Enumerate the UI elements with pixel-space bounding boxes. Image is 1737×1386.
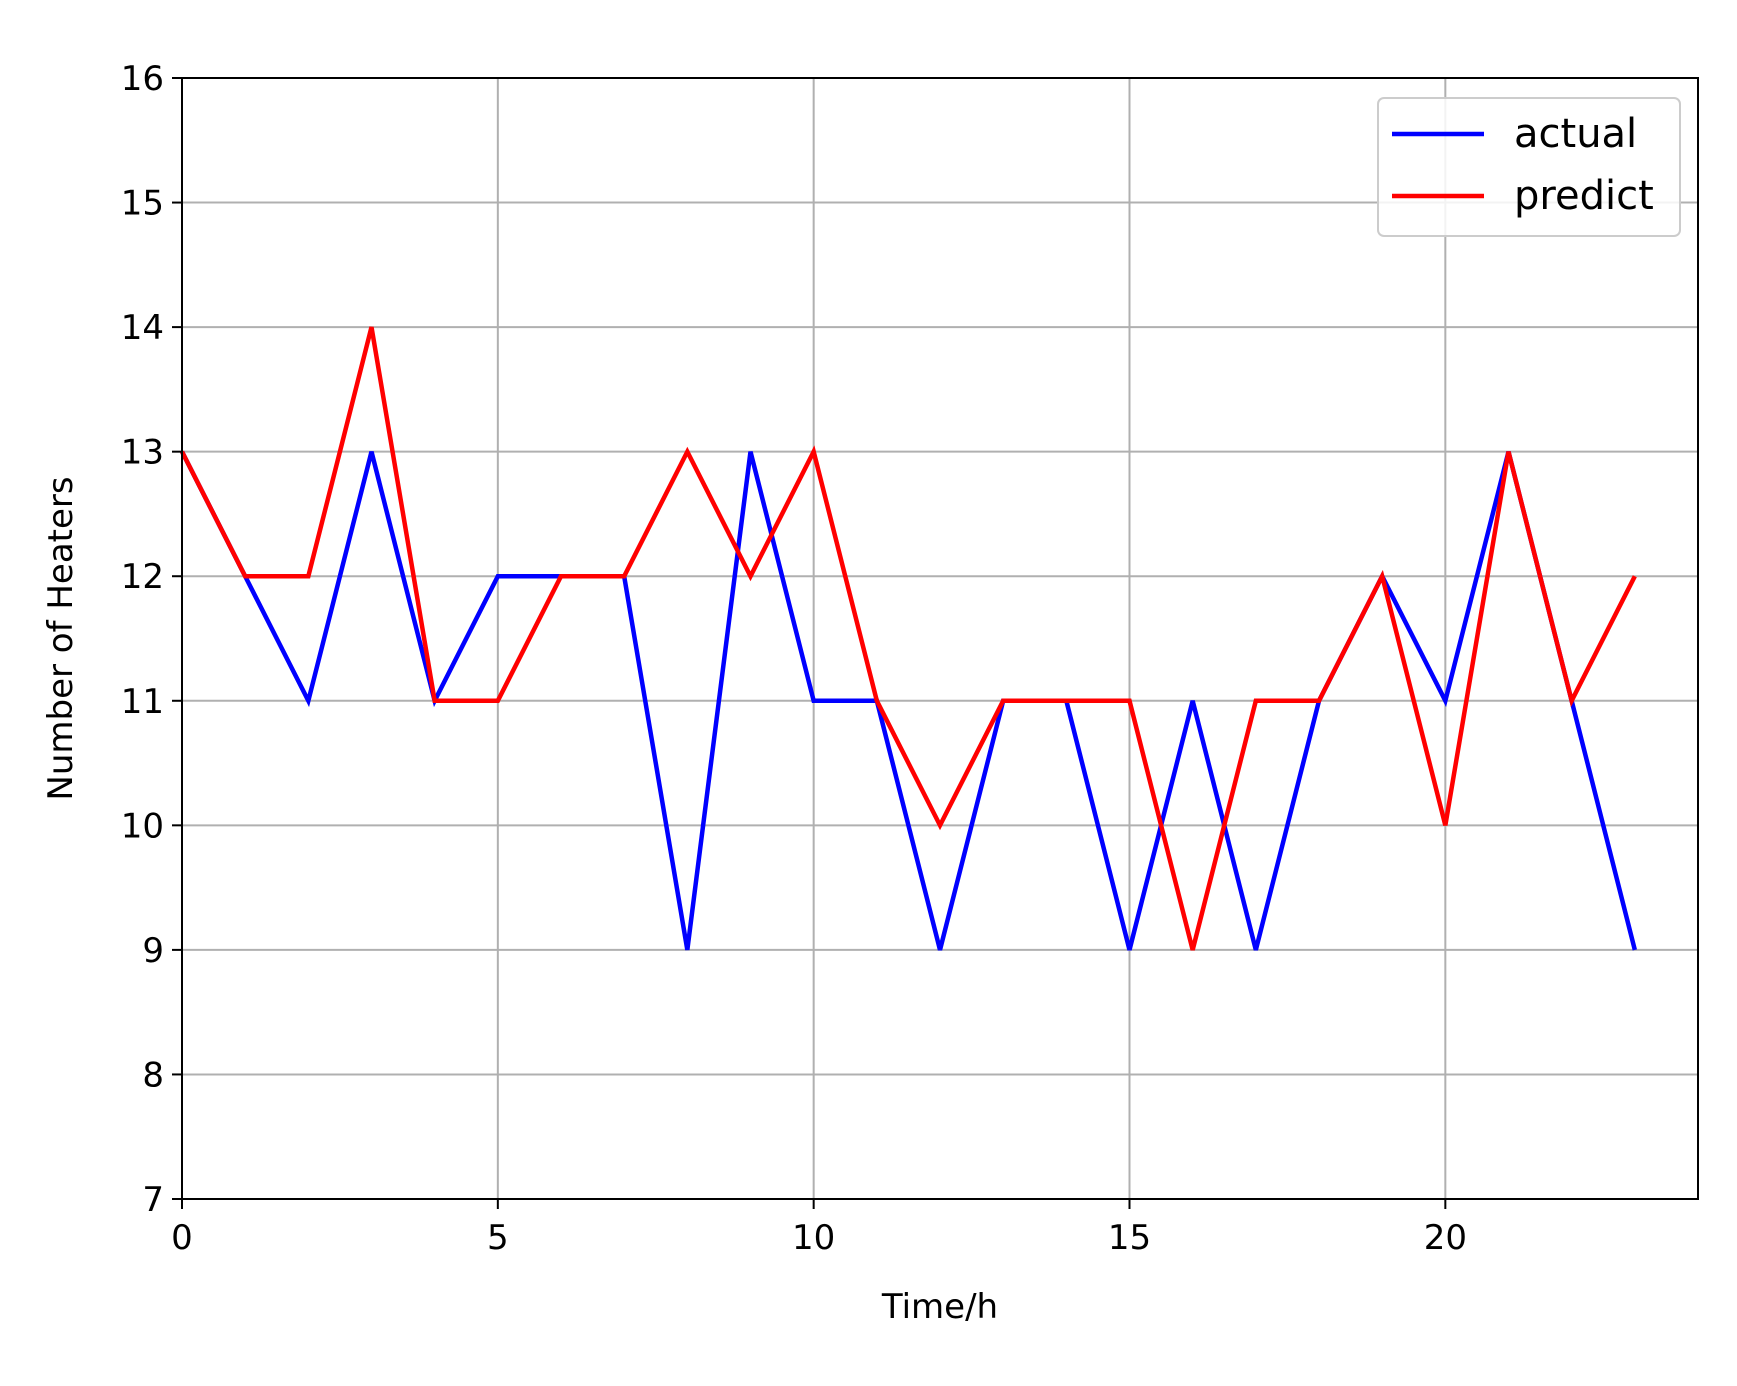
legend: actual predict <box>1377 97 1681 237</box>
plot-frame <box>181 77 1699 1200</box>
x-tick-label: 5 <box>487 1218 509 1258</box>
y-tick-label: 9 <box>142 931 164 971</box>
y-tick-label: 13 <box>121 433 164 473</box>
y-tick-label: 15 <box>121 184 164 224</box>
y-tick-label: 14 <box>121 308 164 348</box>
y-tick-label: 12 <box>121 557 164 597</box>
legend-label-predict: predict <box>1514 173 1654 219</box>
ticks: 0 5 10 15 20 7 8 9 10 11 12 13 14 15 16 <box>121 59 1467 1258</box>
x-axis-label: Time/h <box>881 1287 998 1327</box>
x-tick-label: 20 <box>1424 1218 1467 1258</box>
series-layer <box>179 326 1638 951</box>
legend-label-actual: actual <box>1514 111 1637 157</box>
y-tick-label: 8 <box>142 1055 164 1095</box>
y-axis-label: Number of Heaters <box>41 476 81 800</box>
y-tick-label: 16 <box>121 59 164 99</box>
y-tick-label: 7 <box>142 1180 164 1220</box>
x-tick-label: 0 <box>171 1218 193 1258</box>
series-line-predict <box>179 326 1637 951</box>
series-line-actual <box>179 450 1638 951</box>
x-tick-label: 15 <box>1108 1218 1151 1258</box>
y-tick-label: 10 <box>121 806 164 846</box>
y-tick-label: 11 <box>121 682 164 722</box>
x-tick-label: 10 <box>792 1218 835 1258</box>
